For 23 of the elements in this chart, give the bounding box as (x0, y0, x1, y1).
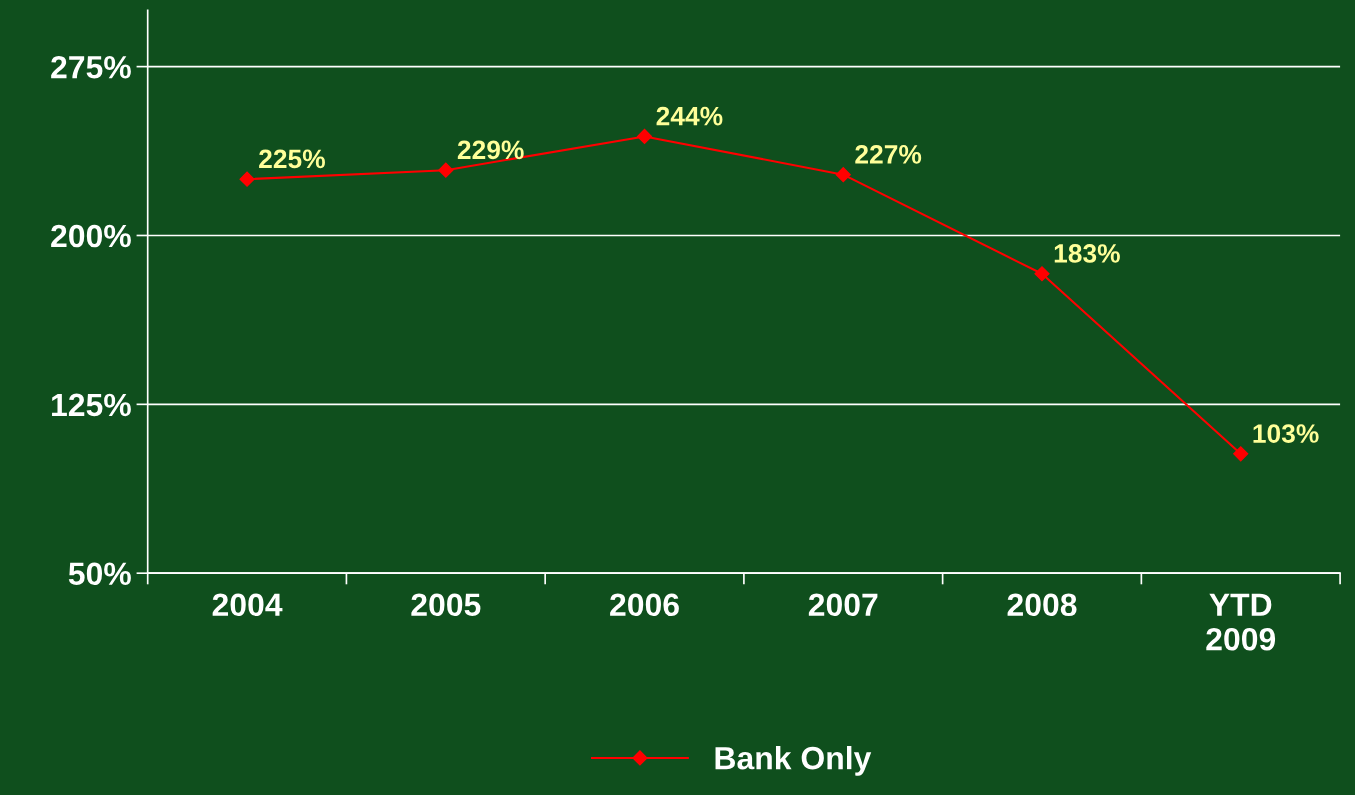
data-label: 183% (1054, 244, 1120, 263)
x-tick-label: 2005 (411, 593, 481, 617)
x-tick-label: 2004 (212, 593, 283, 617)
point (1233, 446, 1249, 462)
data-label: 103% (1253, 424, 1319, 443)
y-tick-label: 275% (51, 55, 131, 79)
point (636, 128, 653, 144)
data-label: 227% (855, 145, 922, 164)
x-tick-label: 2008 (1007, 593, 1077, 617)
data-label: 244% (656, 106, 723, 126)
y-tick-label: 125% (52, 393, 131, 417)
point (438, 162, 454, 178)
point (239, 171, 255, 187)
y-tick-label: 50% (68, 562, 131, 586)
x-tick-label: 2006 (610, 593, 679, 617)
y-tick-label: 200% (51, 224, 131, 248)
data-label: 225% (259, 149, 325, 169)
x-tick-label: 2007 (808, 593, 878, 617)
x-tick-label: YTD 2009 (1206, 593, 1276, 651)
point (835, 167, 851, 183)
legend-label: Bank Only (715, 746, 872, 776)
data-label: 229% (457, 140, 524, 160)
point (1034, 266, 1050, 282)
